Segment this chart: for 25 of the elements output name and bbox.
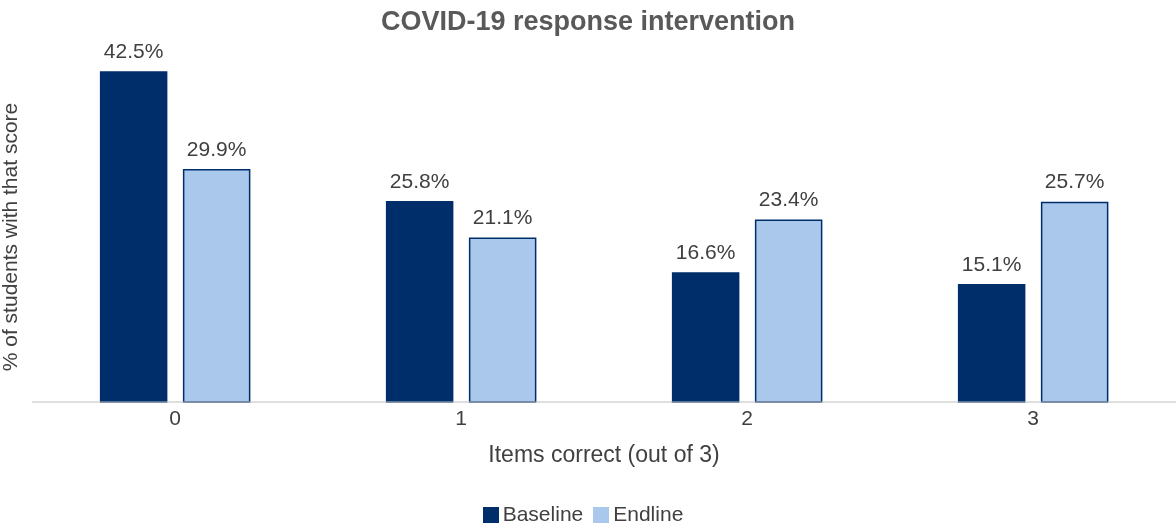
legend-label: Baseline xyxy=(502,502,584,525)
data-label: 42.5% xyxy=(103,39,164,62)
data-label: 21.1% xyxy=(472,205,533,229)
bar xyxy=(468,237,537,403)
chart-title: COVID-19 response intervention xyxy=(379,6,797,37)
bar xyxy=(182,169,251,403)
data-label: 29.9% xyxy=(186,136,247,160)
bar xyxy=(385,200,454,403)
data-label: 25.7% xyxy=(1044,169,1105,193)
data-label: 25.8% xyxy=(389,168,450,192)
x-axis-title: Items correct (out of 3) xyxy=(488,441,720,468)
data-label: 23.4% xyxy=(758,187,819,211)
bar xyxy=(957,284,1026,403)
x-tick-label: 0 xyxy=(169,405,181,429)
data-label: 16.6% xyxy=(675,240,736,264)
bar xyxy=(754,219,823,403)
bar xyxy=(99,71,168,403)
bar xyxy=(671,272,740,403)
bar xyxy=(1040,201,1109,403)
legend-label: Endline xyxy=(613,502,684,525)
x-tick-label: 1 xyxy=(455,405,467,429)
y-axis-title: % of students with that score xyxy=(0,102,22,372)
x-tick-label: 3 xyxy=(1027,405,1039,429)
x-tick-label: 2 xyxy=(741,405,753,429)
data-label: 15.1% xyxy=(961,251,1022,275)
